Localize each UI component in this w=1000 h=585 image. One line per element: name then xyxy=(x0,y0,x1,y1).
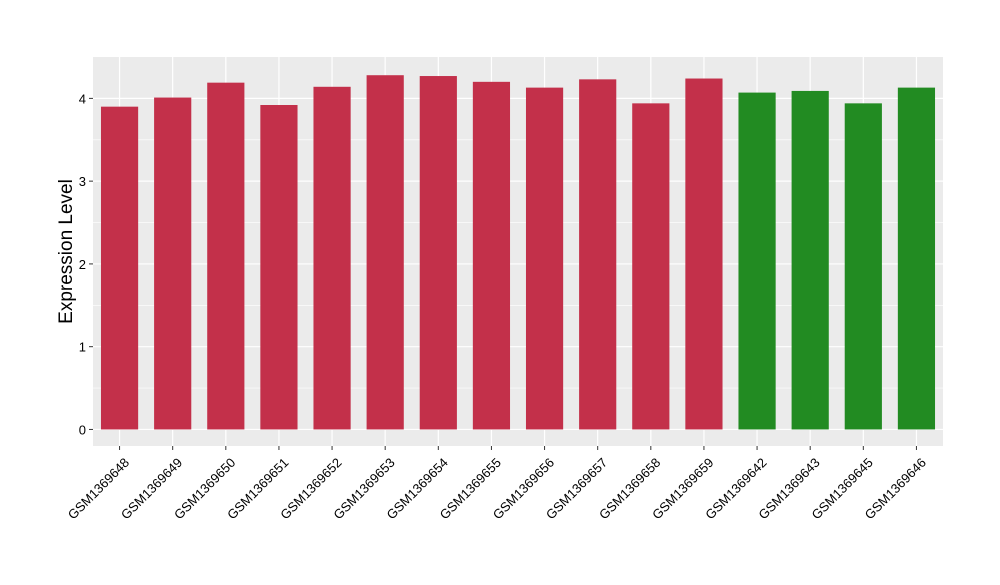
bar xyxy=(738,92,776,430)
bar xyxy=(419,76,457,430)
bar xyxy=(207,82,245,430)
bars xyxy=(100,75,936,430)
bar xyxy=(154,97,192,430)
y-axis-label: Expression Level xyxy=(56,179,77,324)
y-tick-label: 4 xyxy=(79,91,86,106)
y-tick-label: 0 xyxy=(79,422,86,437)
bar xyxy=(100,106,139,430)
bar xyxy=(472,81,511,430)
y-tick-label: 3 xyxy=(79,174,86,189)
bar xyxy=(791,90,829,430)
y-axis: 0 1 2 3 4 xyxy=(79,91,93,437)
y-tick-label: 1 xyxy=(79,340,86,355)
bar xyxy=(579,79,617,430)
bar xyxy=(366,75,404,430)
bar xyxy=(525,87,564,430)
x-axis: GSM1369648GSM1369649GSM1369650GSM1369651… xyxy=(65,446,929,522)
bar xyxy=(632,103,670,430)
bar xyxy=(685,78,723,430)
y-tick-label: 2 xyxy=(79,257,86,272)
bar xyxy=(844,103,882,430)
bar xyxy=(260,105,298,430)
bar xyxy=(313,86,351,430)
bar xyxy=(897,87,936,430)
